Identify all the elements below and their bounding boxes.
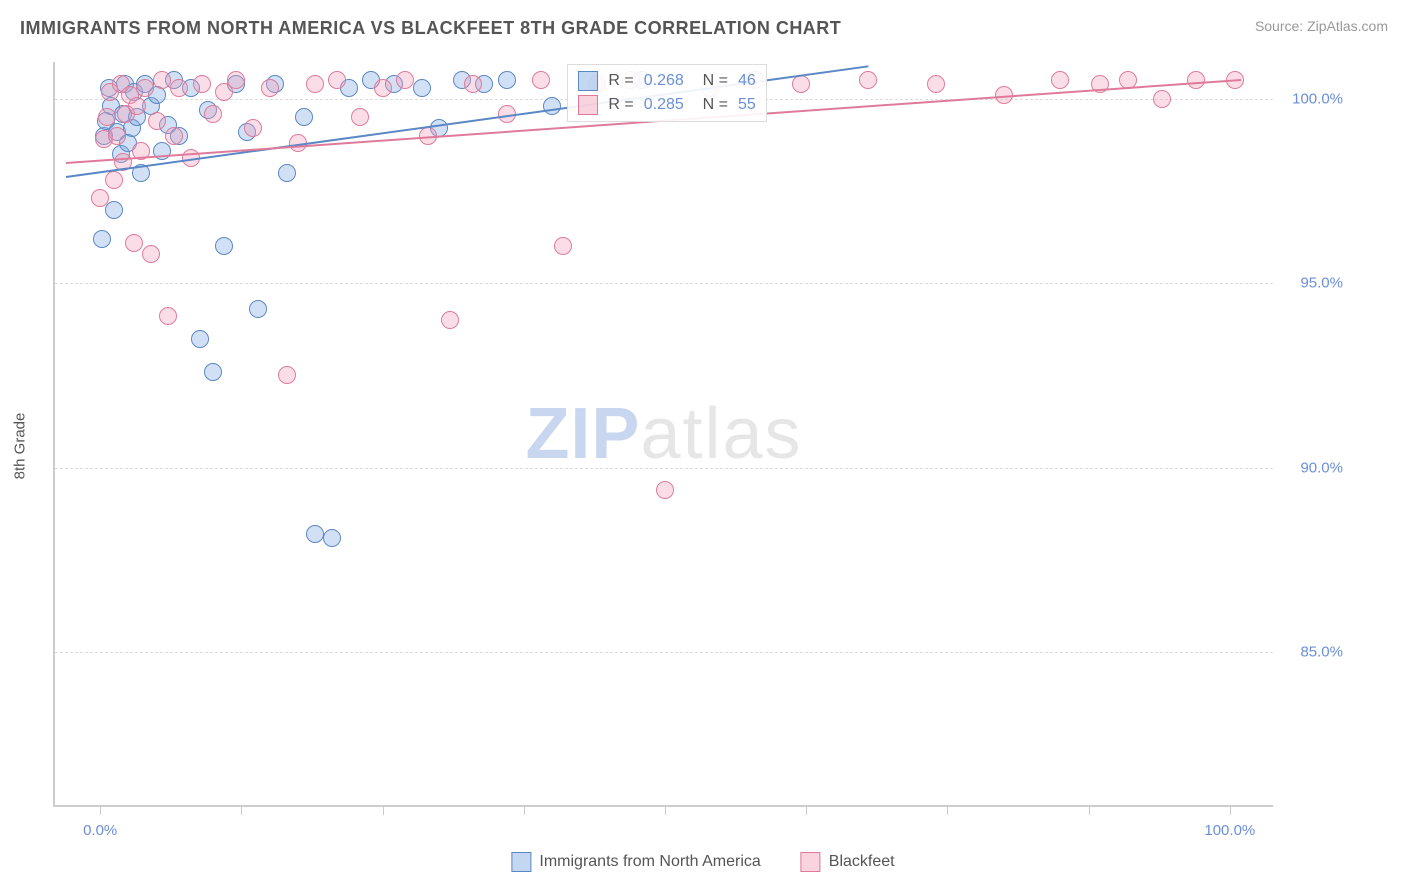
plot-area: ZIPatlas 85.0%90.0%95.0%100.0%0.0%100.0%… — [53, 62, 1273, 807]
scatter-point — [396, 71, 414, 89]
chart-container: IMMIGRANTS FROM NORTH AMERICA VS BLACKFE… — [0, 0, 1406, 892]
bottom-legend: Immigrants from North America Blackfeet — [511, 852, 894, 872]
scatter-point — [543, 97, 561, 115]
scatter-point — [142, 245, 160, 263]
scatter-point — [859, 71, 877, 89]
scatter-point — [306, 525, 324, 543]
series-swatch — [578, 95, 598, 115]
scatter-point — [1153, 90, 1171, 108]
legend-label-1: Immigrants from North America — [539, 853, 760, 871]
scatter-point — [215, 237, 233, 255]
y-tick-label: 95.0% — [1283, 275, 1343, 292]
x-tick — [241, 805, 242, 815]
scatter-point — [413, 79, 431, 97]
scatter-point — [93, 230, 111, 248]
x-tick-label: 100.0% — [1204, 822, 1255, 839]
x-tick — [100, 805, 101, 815]
gridline — [55, 283, 1273, 284]
x-tick — [524, 805, 525, 815]
scatter-point — [323, 529, 341, 547]
source-label: Source: — [1255, 18, 1303, 34]
series-swatch — [578, 71, 598, 91]
scatter-point — [227, 71, 245, 89]
legend-item-series-2: Blackfeet — [801, 852, 895, 872]
correlation-row: R = 0.268 N = 46 — [578, 69, 755, 93]
watermark: ZIPatlas — [525, 393, 802, 475]
x-tick — [1089, 805, 1090, 815]
scatter-point — [792, 75, 810, 93]
scatter-point — [351, 108, 369, 126]
scatter-point — [374, 79, 392, 97]
scatter-point — [1051, 71, 1069, 89]
scatter-point — [105, 171, 123, 189]
scatter-point — [204, 363, 222, 381]
r-label: R = — [608, 93, 633, 117]
watermark-brand-a: ZIP — [525, 394, 640, 474]
chart-title: IMMIGRANTS FROM NORTH AMERICA VS BLACKFE… — [20, 18, 841, 39]
scatter-point — [98, 108, 116, 126]
scatter-point — [278, 164, 296, 182]
scatter-point — [153, 71, 171, 89]
scatter-point — [498, 71, 516, 89]
scatter-point — [278, 366, 296, 384]
n-label: N = — [694, 69, 728, 93]
n-value: 46 — [738, 69, 756, 93]
scatter-point — [170, 79, 188, 97]
legend-label-2: Blackfeet — [829, 853, 895, 871]
y-tick-label: 100.0% — [1283, 90, 1343, 107]
scatter-point — [128, 97, 146, 115]
scatter-point — [125, 234, 143, 252]
scatter-point — [108, 127, 126, 145]
source-name: ZipAtlas.com — [1307, 18, 1388, 34]
n-label: N = — [694, 93, 728, 117]
scatter-point — [159, 307, 177, 325]
scatter-point — [532, 71, 550, 89]
legend-swatch-2 — [801, 852, 821, 872]
scatter-point — [191, 330, 209, 348]
x-tick — [383, 805, 384, 815]
scatter-point — [136, 79, 154, 97]
y-tick-label: 85.0% — [1283, 644, 1343, 661]
x-tick-label: 0.0% — [83, 822, 117, 839]
gridline — [55, 652, 1273, 653]
scatter-point — [193, 75, 211, 93]
y-axis-label: 8th Grade — [12, 413, 29, 480]
legend-swatch-1 — [511, 852, 531, 872]
r-label: R = — [608, 69, 633, 93]
gridline — [55, 468, 1273, 469]
scatter-point — [1187, 71, 1205, 89]
scatter-point — [261, 79, 279, 97]
scatter-point — [554, 237, 572, 255]
scatter-point — [927, 75, 945, 93]
scatter-point — [295, 108, 313, 126]
scatter-point — [148, 112, 166, 130]
scatter-point — [306, 75, 324, 93]
scatter-point — [464, 75, 482, 93]
scatter-point — [656, 481, 674, 499]
correlation-legend: R = 0.268 N = 46 R = 0.285 N = 55 — [567, 64, 766, 122]
source-attribution: Source: ZipAtlas.com — [1255, 18, 1388, 34]
r-value: 0.268 — [644, 69, 684, 93]
scatter-point — [165, 127, 183, 145]
scatter-point — [249, 300, 267, 318]
r-value: 0.285 — [644, 93, 684, 117]
correlation-row: R = 0.285 N = 55 — [578, 93, 755, 117]
x-tick — [665, 805, 666, 815]
scatter-point — [441, 311, 459, 329]
x-tick — [947, 805, 948, 815]
n-value: 55 — [738, 93, 756, 117]
scatter-point — [244, 119, 262, 137]
watermark-brand-b: atlas — [640, 394, 802, 474]
scatter-point — [328, 71, 346, 89]
scatter-point — [204, 105, 222, 123]
scatter-point — [91, 189, 109, 207]
x-tick — [806, 805, 807, 815]
legend-item-series-1: Immigrants from North America — [511, 852, 760, 872]
x-tick — [1230, 805, 1231, 815]
y-tick-label: 90.0% — [1283, 459, 1343, 476]
